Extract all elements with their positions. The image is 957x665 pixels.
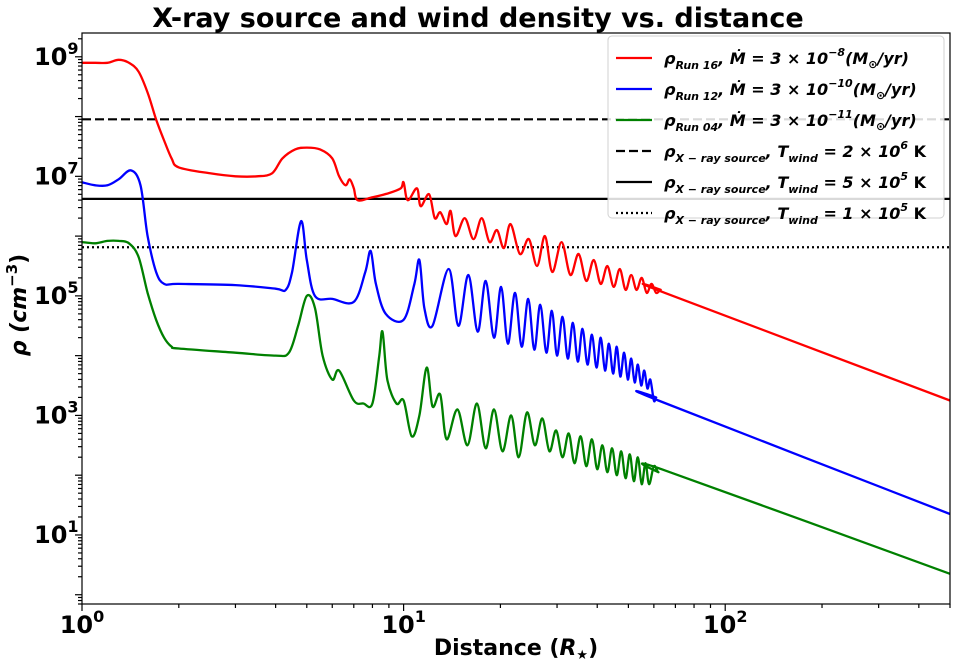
legend-label-0: ρRun 16, Ṁ = 3 × 10−8(M⊙/yr): [664, 46, 909, 72]
y-axis-label: ρ (cm−3): [3, 254, 32, 357]
chart-title: X-ray source and wind density vs. distan…: [152, 3, 803, 34]
legend-label-3: ρX − ray source, Twind = 2 × 106 K: [664, 139, 927, 165]
y-tick-label-2: 105: [34, 278, 79, 310]
legend-label-5: ρX − ray source, Twind = 1 × 105 K: [664, 201, 927, 227]
legend-label-4: ρX − ray source, Twind = 5 × 105 K: [664, 170, 927, 196]
x-tick-label-0: 100: [60, 607, 105, 639]
legend: ρRun 16, Ṁ = 3 × 10−8(M⊙/yr) ρRun 12, Ṁ =…: [607, 35, 945, 227]
x-tick-label-2: 102: [703, 607, 748, 639]
y-tick-label-4: 109: [34, 39, 79, 71]
legend-box: [607, 35, 945, 219]
x-tick-label-1: 101: [381, 607, 426, 639]
y-tick-label-3: 107: [34, 158, 79, 190]
series-line-2: [82, 239, 950, 575]
legend-label-2: ρRun 04, Ṁ = 3 × 10−11(M⊙/yr): [664, 108, 917, 134]
y-tick-label-1: 103: [34, 397, 79, 429]
y-tick-label-0: 101: [34, 517, 79, 549]
x-axis-label: Distance (R★): [434, 636, 598, 663]
series-line-0: [82, 58, 950, 402]
series-line-1: [82, 169, 950, 516]
axes: 100 101 102 101 103 105 107 109 Distance (R★) ρ (…: [3, 32, 951, 663]
legend-label-1: ρRun 12, Ṁ = 3 × 10−10(M⊙/yr): [664, 77, 917, 103]
axes-frame: [81, 32, 951, 605]
